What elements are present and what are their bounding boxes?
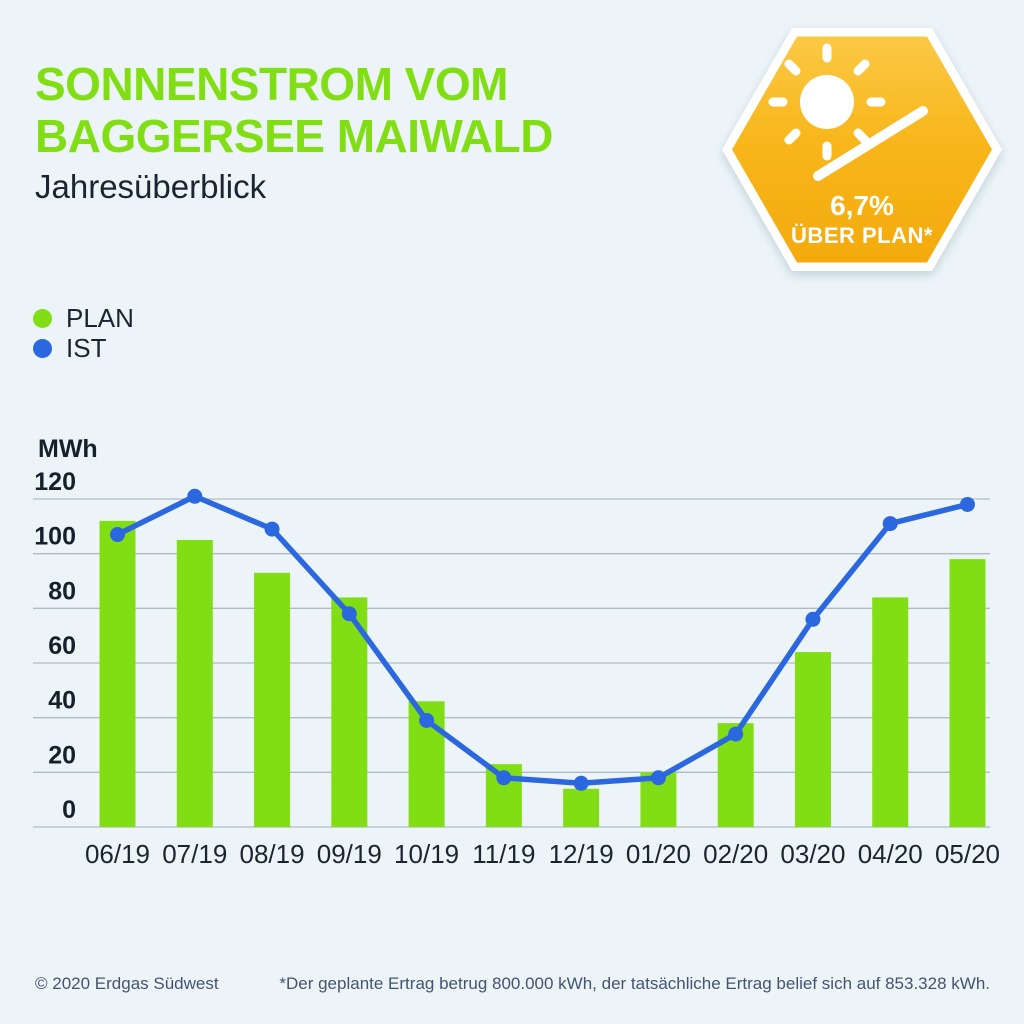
legend-item-plan: PLAN <box>33 303 134 333</box>
ist-point-10/19 <box>419 712 435 728</box>
ist-point-05/20 <box>959 496 975 512</box>
ist-point-04/20 <box>882 516 898 532</box>
plan-bar-09/19 <box>331 597 368 827</box>
x-tick-label: 06/19 <box>85 839 150 869</box>
legend: PLAN IST <box>33 303 134 363</box>
ist-point-11/19 <box>496 770 512 786</box>
y-tick-label: 40 <box>48 687 76 715</box>
x-tick-label: 11/19 <box>472 839 535 869</box>
x-tick-label: 12/19 <box>549 839 614 869</box>
y-axis-unit-label: MWh <box>38 435 98 463</box>
y-tick-label: 120 <box>34 468 76 496</box>
badge-value: 6,7% <box>830 190 894 221</box>
x-tick-label: 05/20 <box>935 839 1000 869</box>
badge-label: ÜBER PLAN* <box>791 223 933 248</box>
y-tick-label: 20 <box>48 741 76 769</box>
copyright: © 2020 Erdgas Südwest <box>35 974 219 993</box>
ist-point-09/19 <box>341 606 357 622</box>
ist-point-07/19 <box>187 488 203 504</box>
sun-icon <box>768 43 886 161</box>
page-subtitle: Jahresüberblick <box>35 168 267 205</box>
plan-bar-05/20 <box>949 559 986 827</box>
y-tick-label: 80 <box>48 577 76 605</box>
ist-point-12/19 <box>573 775 589 791</box>
y-tick-label: 0 <box>62 796 76 824</box>
y-tick-label: 100 <box>34 523 76 551</box>
plan-bar-07/19 <box>176 540 213 827</box>
plan-color-dot <box>33 308 52 328</box>
x-tick-label: 09/19 <box>317 839 382 869</box>
plan-bar-04/20 <box>872 597 909 827</box>
over-plan-badge: 6,7% ÜBER PLAN* <box>722 28 1002 271</box>
page-title: SONNENSTROM VOM BAGGERSEE MAIWALD <box>35 58 553 162</box>
x-tick-label: 03/20 <box>780 839 845 869</box>
plan-bar-06/19 <box>99 520 136 827</box>
legend-item-ist: IST <box>33 333 134 363</box>
x-tick-label: 02/20 <box>703 839 768 869</box>
title-line-2: BAGGERSEE MAIWALD <box>35 110 553 162</box>
ist-color-dot <box>33 338 52 358</box>
x-tick-label: 04/20 <box>858 839 923 869</box>
rising-line-icon <box>813 106 928 181</box>
plan-bar-03/20 <box>794 652 831 827</box>
legend-label-plan: PLAN <box>66 302 134 333</box>
footnote: *Der geplante Ertrag betrug 800.000 kWh,… <box>279 974 990 993</box>
ist-point-01/20 <box>650 770 666 786</box>
title-line-1: SONNENSTROM VOM <box>35 58 508 110</box>
plan-bar-12/19 <box>563 788 600 827</box>
x-tick-label: 10/19 <box>394 839 459 869</box>
y-tick-label: 60 <box>48 632 76 660</box>
chart-svg: 0 20 40 60 80 100 120 MWh 06/19 07/19 08/19 09/19 10… <box>33 435 1000 869</box>
x-tick-label: 07/19 <box>162 839 227 869</box>
legend-label-ist: IST <box>66 332 107 363</box>
ist-line <box>114 493 971 787</box>
chart: 0 20 40 60 80 100 120 MWh 06/19 07/19 08/19 09/19 10… <box>0 430 1024 900</box>
ist-point-02/20 <box>728 726 744 742</box>
x-tick-label: 08/19 <box>240 839 305 869</box>
plan-bar-08/19 <box>254 572 291 827</box>
ist-point-06/19 <box>110 527 125 543</box>
x-tick-label: 01/20 <box>626 839 691 869</box>
ist-point-08/19 <box>264 521 280 537</box>
ist-point-03/20 <box>805 611 821 627</box>
